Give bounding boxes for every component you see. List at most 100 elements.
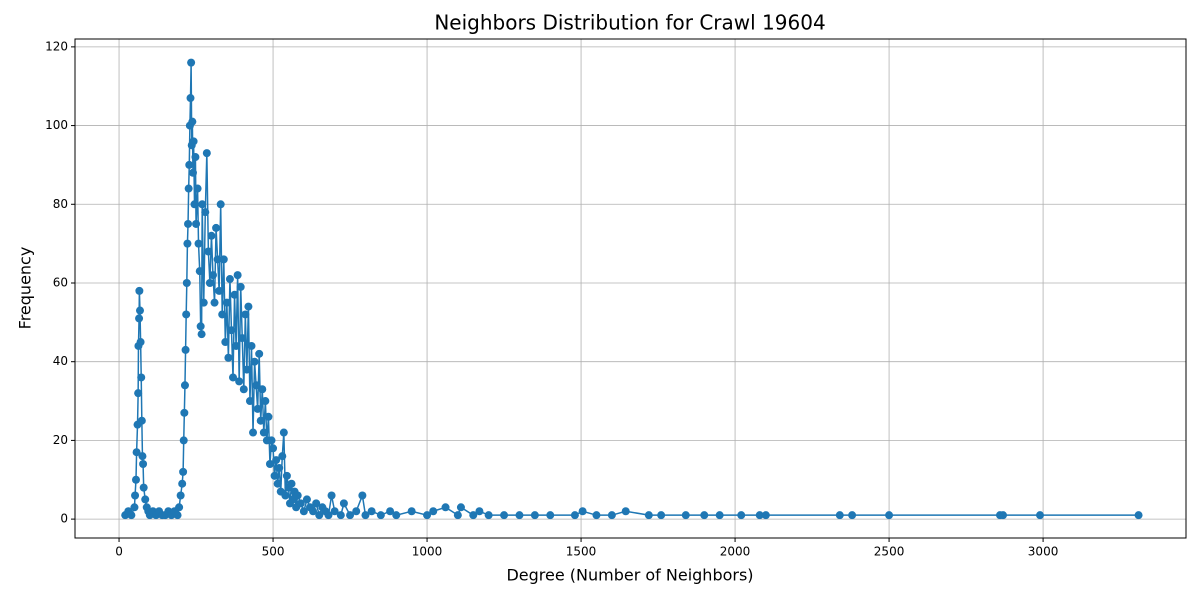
y-tick-label: 40 [53,354,68,368]
point [178,479,187,488]
point [259,428,268,437]
point [131,475,140,484]
point [193,184,202,193]
point [132,448,141,457]
point [287,479,296,488]
point [196,322,205,331]
point [227,326,236,335]
x-tick-label: 0 [115,545,123,559]
point [235,377,244,386]
point [242,365,251,374]
point [644,511,653,520]
point [299,507,308,516]
x-axis-label: Degree (Number of Neighbors) [506,566,753,585]
point [715,511,724,520]
point [219,255,228,264]
point [210,298,219,307]
point [141,495,150,504]
point [456,503,465,512]
plot-frame [74,38,1187,539]
y-tick-label: 20 [53,433,68,447]
x-tick-label: 2500 [874,545,905,559]
point [184,219,193,228]
point [233,271,242,280]
point [361,511,370,520]
point [192,219,201,228]
point [183,239,192,248]
y-axis-label: Frequency [16,247,35,330]
point [258,385,267,394]
point [570,511,579,520]
point [135,306,144,315]
x-tick-label: 3000 [1028,545,1059,559]
point [182,278,191,287]
x-tick-label: 1000 [412,545,443,559]
point [130,503,139,512]
point [256,416,265,425]
point [189,137,198,146]
point [1036,511,1045,520]
point [330,507,339,516]
point [181,345,190,354]
point [197,330,206,339]
point [180,408,189,417]
point [188,117,197,126]
point [515,511,524,520]
point [194,239,203,248]
point [546,511,555,520]
point [185,160,194,169]
point [835,511,844,520]
point [191,153,200,162]
point [270,471,279,480]
series-line [124,62,1139,518]
point [205,278,214,287]
point [500,511,509,520]
point [429,507,438,516]
point [138,452,147,461]
point [336,511,345,520]
chart-title: Neighbors Distribution for Crawl 19604 [434,11,825,35]
point [392,511,401,520]
point [267,436,276,445]
point [173,511,182,520]
point [245,397,254,406]
point [441,503,450,512]
point [188,168,197,177]
point [187,58,196,67]
point [212,223,221,232]
y-tick-label: 0 [60,512,68,526]
point [244,302,253,311]
point [309,507,318,516]
point [195,267,204,276]
point [423,511,432,520]
point [230,290,239,299]
point [282,471,291,480]
point [681,511,690,520]
point [469,511,478,520]
point [755,511,764,520]
point [358,491,367,500]
x-tick-label: 2000 [720,545,751,559]
point [222,298,231,307]
point [255,349,264,358]
point [202,149,211,158]
point [386,507,395,516]
point [134,389,143,398]
point [278,452,287,461]
point [264,412,273,421]
point [1134,511,1143,520]
point [208,271,217,280]
point [218,310,227,319]
point [376,511,385,520]
point [238,334,247,343]
point [131,491,140,500]
point [135,314,144,323]
y-tick-label: 80 [53,197,68,211]
point [252,381,261,390]
point [296,499,305,508]
point [250,357,259,366]
point [700,511,709,520]
point [225,275,234,284]
x-tick-label: 1500 [566,545,597,559]
